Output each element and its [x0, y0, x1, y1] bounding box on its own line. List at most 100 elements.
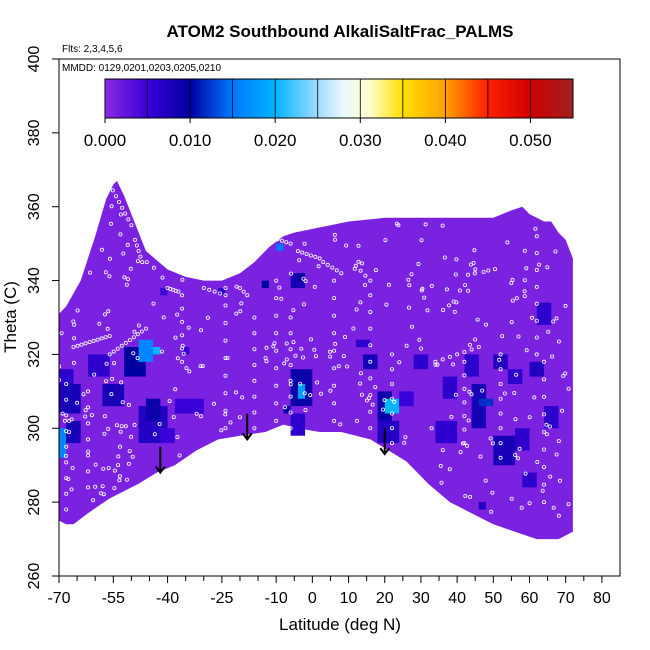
- sample-point: [332, 278, 337, 283]
- sample-point: [75, 343, 80, 348]
- sample-point: [352, 266, 357, 271]
- sample-point: [86, 437, 91, 442]
- sample-point: [465, 272, 470, 277]
- sample-point: [368, 278, 373, 283]
- sample-point: [300, 250, 305, 255]
- sample-point: [223, 408, 228, 413]
- y-tick-label: 340: [26, 267, 43, 294]
- sample-point: [207, 287, 212, 292]
- sample-point: [107, 352, 112, 357]
- sample-point: [566, 502, 571, 507]
- sample-point: [451, 362, 456, 367]
- sample-point: [70, 465, 75, 470]
- value-patch: [59, 428, 67, 458]
- value-patch: [297, 384, 306, 399]
- sample-point: [332, 237, 337, 242]
- sample-point: [534, 352, 539, 357]
- sample-point: [486, 268, 491, 273]
- sample-point: [351, 326, 356, 331]
- sample-point: [453, 392, 458, 397]
- sample-point: [301, 276, 306, 281]
- sample-point: [223, 373, 228, 378]
- sample-point: [462, 359, 467, 364]
- sample-point: [159, 349, 164, 354]
- sample-point: [106, 426, 111, 431]
- sample-point: [288, 382, 293, 387]
- sample-point: [264, 345, 269, 350]
- sample-point: [502, 391, 507, 396]
- sample-point: [542, 429, 547, 434]
- sample-point: [118, 429, 123, 434]
- sample-point: [489, 509, 494, 514]
- sample-point: [328, 388, 333, 393]
- sample-point: [63, 453, 68, 458]
- sample-point: [542, 412, 547, 417]
- sample-point: [363, 273, 368, 278]
- sample-point: [101, 466, 106, 471]
- value-patch: [145, 398, 161, 421]
- sample-point: [271, 235, 276, 240]
- sample-point: [282, 361, 287, 366]
- sample-point: [386, 282, 391, 287]
- sample-point: [233, 390, 238, 395]
- sample-point: [118, 232, 123, 237]
- sample-point: [469, 347, 474, 352]
- sample-point: [550, 354, 555, 359]
- sample-point: [364, 398, 369, 403]
- colorbar-tick-label: 0.000: [84, 131, 127, 150]
- sample-point: [223, 293, 228, 298]
- sample-point: [151, 301, 156, 306]
- sample-point: [66, 430, 71, 435]
- sample-point: [406, 277, 411, 282]
- sample-point: [332, 401, 337, 406]
- sample-point: [86, 449, 91, 454]
- sample-point: [419, 238, 424, 243]
- value-patch: [88, 354, 110, 377]
- sample-point: [274, 278, 279, 283]
- sample-point: [475, 317, 480, 322]
- sample-point: [100, 247, 105, 252]
- sample-point: [354, 418, 359, 423]
- sample-point: [112, 361, 117, 366]
- value-patch: [66, 420, 81, 444]
- x-tick-label: 10: [340, 590, 358, 607]
- sample-point: [332, 366, 337, 371]
- sample-point: [548, 474, 553, 479]
- y-axis-label: Theta (C): [1, 281, 20, 353]
- sample-point: [295, 248, 300, 253]
- sample-point: [497, 357, 502, 362]
- sample-point: [64, 507, 69, 512]
- sample-point: [75, 308, 80, 313]
- sample-point: [546, 329, 551, 334]
- sample-point: [198, 414, 203, 419]
- sample-point: [566, 386, 571, 391]
- sample-point: [130, 454, 135, 459]
- sample-point: [554, 452, 559, 457]
- sample-point: [327, 349, 332, 354]
- value-patch: [160, 428, 175, 444]
- value-patch: [59, 384, 81, 414]
- sample-point: [180, 319, 185, 324]
- sample-point: [453, 272, 458, 277]
- sample-point: [429, 283, 434, 288]
- sample-point: [103, 312, 108, 317]
- sample-point: [223, 426, 228, 431]
- arrow-marker: [155, 446, 166, 475]
- chart-title: ATOM2 Southbound AlkaliSaltFrac_PALMS: [167, 22, 514, 41]
- sample-point: [112, 486, 117, 491]
- sample-point: [513, 452, 518, 457]
- sample-point: [407, 283, 412, 288]
- x-tick-label: 30: [412, 590, 430, 607]
- sample-point: [397, 360, 402, 365]
- sample-point: [291, 308, 296, 313]
- sample-point: [368, 376, 373, 381]
- sample-point: [115, 346, 120, 351]
- sample-point: [274, 401, 279, 406]
- sample-point: [358, 381, 363, 386]
- sample-point: [64, 413, 69, 418]
- sample-point: [288, 315, 293, 320]
- sample-point: [252, 362, 257, 367]
- sample-point: [223, 356, 228, 361]
- sample-point: [469, 392, 474, 397]
- sample-point: [125, 277, 130, 282]
